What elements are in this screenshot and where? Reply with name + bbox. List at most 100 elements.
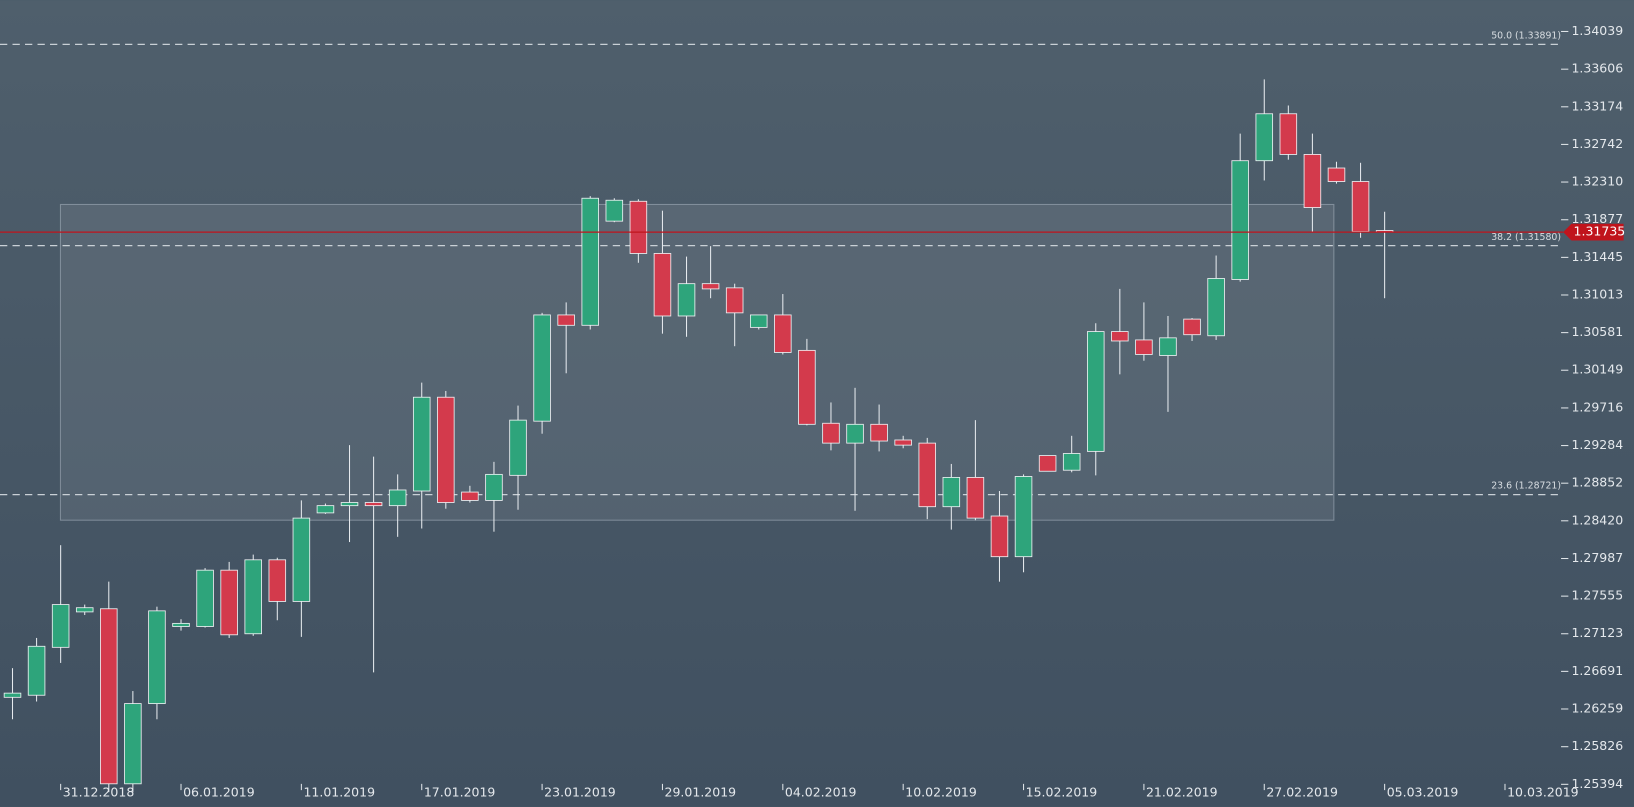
candle-body-down: [966, 477, 985, 519]
last-price-label: 1.31735: [1574, 224, 1626, 239]
y-tick-label: 1.27987: [1571, 550, 1623, 565]
candle-body-down: [1135, 339, 1153, 355]
last-price-box: [1563, 223, 1624, 241]
y-tick-label: 1.28852: [1571, 475, 1623, 490]
candle-body-down: [822, 422, 840, 444]
y-tick-label: 1.31445: [1571, 249, 1623, 264]
candle-body-up: [581, 197, 599, 326]
range-box: [59, 203, 1335, 521]
candle-body-up: [124, 703, 142, 785]
level-label: 23.6 (1.28721): [1491, 481, 1561, 492]
candle-body-up: [1207, 278, 1225, 337]
candle-body-down: [918, 442, 937, 508]
candle-body-up: [75, 607, 94, 613]
y-tick-label: 1.33606: [1571, 61, 1623, 76]
candle-body-up: [485, 473, 503, 501]
candle-body-down: [1183, 318, 1201, 336]
x-tick-label: 23.01.2019: [544, 785, 616, 800]
y-tick-label: 1.30581: [1571, 324, 1623, 339]
level-label: 50.0 (1.33891): [1491, 31, 1561, 42]
candle-body-down: [1111, 331, 1129, 342]
x-tick-label: 04.02.2019: [785, 785, 857, 800]
candle-body-down: [1303, 154, 1322, 208]
candle-body-down: [220, 569, 238, 636]
candle-body-up: [677, 283, 696, 317]
y-tick-label: 1.32742: [1571, 136, 1623, 151]
candle-body-up: [1062, 453, 1081, 471]
candle-body-down: [798, 349, 816, 425]
y-tick-label: 1.25826: [1571, 738, 1623, 753]
candle-body-down: [461, 491, 479, 501]
candle-body-down: [1038, 455, 1057, 472]
candle-body-down: [629, 200, 648, 254]
y-tick-label: 1.25394: [1571, 776, 1623, 791]
candle-body-down: [1279, 113, 1298, 155]
y-tick-label: 1.28420: [1571, 512, 1623, 527]
y-tick-label: 1.32310: [1571, 174, 1623, 189]
candle-body-up: [51, 604, 70, 648]
candle-body-up: [292, 517, 311, 602]
y-tick-label: 1.33174: [1571, 98, 1623, 113]
level-label: 38.2 (1.31580): [1491, 232, 1561, 243]
candle-body-up: [316, 505, 335, 514]
x-tick-label: 06.01.2019: [183, 785, 255, 800]
y-tick-label: 1.31013: [1571, 286, 1623, 301]
y-tick-label: 1.26259: [1571, 700, 1623, 715]
candle-body-up: [1087, 331, 1105, 452]
y-tick-label: 1.27555: [1571, 588, 1623, 603]
candle-body-up: [1255, 113, 1274, 162]
y-tick-label: 1.31877: [1571, 211, 1623, 226]
y-tick-label: 1.26691: [1571, 663, 1623, 678]
y-tick-label: 1.30149: [1571, 362, 1623, 377]
candle-body-up: [605, 199, 624, 222]
candle-body-down: [990, 515, 1009, 558]
candle-body-down: [894, 439, 912, 446]
x-tick-label: 31.12.2018: [63, 785, 135, 800]
x-tick-label: 11.01.2019: [303, 785, 375, 800]
candle-body-down: [1327, 167, 1346, 182]
x-tick-label: 10.02.2019: [905, 785, 977, 800]
y-tick-label: 1.29716: [1571, 399, 1623, 414]
candle-body-up: [749, 314, 768, 328]
candle-body-down: [653, 253, 672, 317]
y-tick-label: 1.27123: [1571, 625, 1623, 640]
candle-body-up: [1159, 337, 1177, 356]
candle-body-up: [533, 314, 551, 422]
candle-body-down: [100, 608, 118, 785]
candle-body-up: [1231, 160, 1249, 280]
candle-body-up: [942, 477, 961, 508]
candle-body-down: [774, 314, 792, 353]
candle-body-down: [870, 423, 888, 442]
candle-body-up: [27, 645, 46, 696]
y-tick-label: 1.29284: [1571, 437, 1623, 452]
candle-body-down: [1351, 181, 1370, 232]
candle-body-up: [388, 489, 407, 507]
y-tick-label: 1.34039: [1571, 23, 1623, 38]
candle-body-up: [148, 610, 166, 705]
candle-body-down: [364, 502, 383, 507]
candle-body-up: [340, 502, 359, 507]
candle-body-up: [3, 692, 22, 698]
x-tick-label: 21.02.2019: [1146, 785, 1218, 800]
candle-body-up: [509, 419, 527, 476]
candle-body-down: [701, 283, 720, 290]
x-tick-label: 10.03.2019: [1507, 785, 1579, 800]
candle-body-up: [196, 569, 214, 627]
candle-body-up: [846, 423, 864, 444]
x-tick-label: 29.01.2019: [665, 785, 737, 800]
candle-body-down: [437, 396, 455, 503]
candle-body-up: [1014, 476, 1033, 558]
candle-body-down: [725, 287, 744, 314]
x-tick-label: 17.01.2019: [424, 785, 496, 800]
candle-body-up: [412, 396, 431, 492]
candle-body-down: [268, 559, 287, 602]
candle-body-up: [172, 622, 190, 627]
x-tick-label: 05.03.2019: [1387, 785, 1459, 800]
candle-body-down: [557, 314, 575, 326]
x-tick-label: 27.02.2019: [1266, 785, 1338, 800]
x-tick-label: 15.02.2019: [1026, 785, 1098, 800]
candle-body-up: [244, 559, 262, 635]
